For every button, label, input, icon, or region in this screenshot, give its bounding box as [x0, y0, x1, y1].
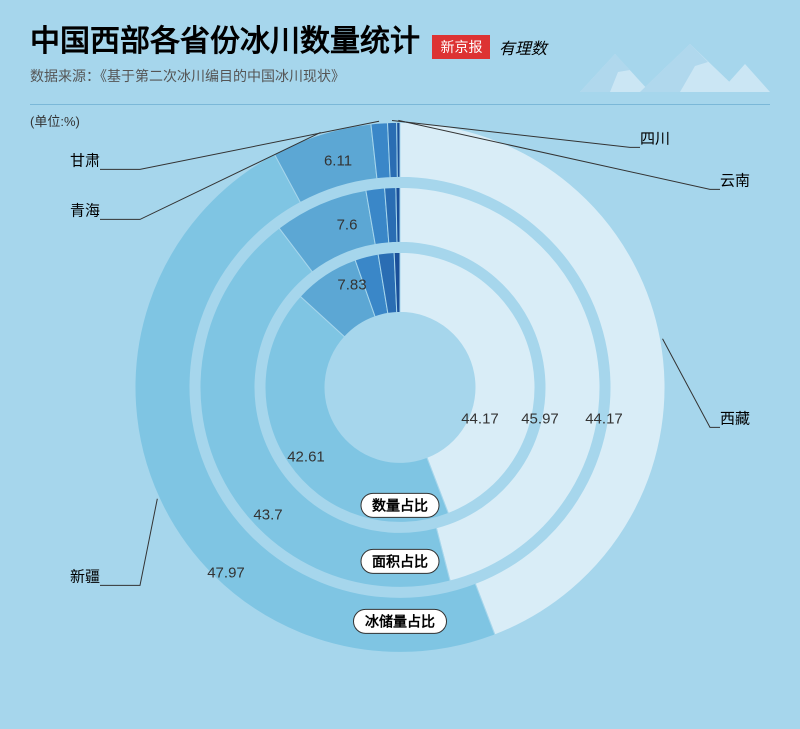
source-badge-1: 新京报	[432, 35, 490, 59]
ring-label-inner: 数量占比	[372, 497, 428, 513]
category-label-yunnan: 云南	[720, 172, 750, 189]
value-inner-xizang: 44.17	[461, 410, 499, 427]
value-inner-xinjiang: 42.61	[287, 448, 325, 465]
value-inner-qinghai: 7.83	[337, 276, 366, 293]
ring-label-outer: 冰储量占比	[365, 613, 435, 629]
leader-xizang	[663, 338, 720, 427]
ring-label-middle: 面积占比	[372, 553, 428, 569]
value-outer-qinghai: 6.11	[324, 152, 352, 169]
source-badge-2: 有理数	[499, 35, 547, 59]
value-outer-xinjiang: 47.97	[207, 564, 245, 581]
leader-xinjiang	[100, 498, 157, 585]
category-label-qinghai: 青海	[70, 202, 100, 219]
divider	[30, 104, 770, 105]
page-title: 中国西部各省份冰川数量统计	[30, 25, 420, 58]
category-label-xizang: 西藏	[720, 410, 750, 427]
mountain-decoration	[570, 42, 770, 92]
donut-chart: 西藏新疆青海甘肃四川云南6.117.67.8344.1745.9744.1742…	[120, 107, 680, 667]
slice-outer-yunnan	[397, 122, 400, 177]
value-middle-xizang: 45.97	[521, 410, 559, 427]
value-middle-qinghai: 7.6	[337, 216, 358, 233]
category-label-sichuan: 四川	[640, 130, 670, 147]
category-label-gansu: 甘肃	[70, 152, 100, 169]
value-outer-xizang: 44.17	[585, 410, 623, 427]
category-label-xinjiang: 新疆	[70, 568, 100, 585]
value-middle-xinjiang: 43.7	[253, 506, 282, 523]
slice-middle-yunnan	[396, 187, 400, 242]
